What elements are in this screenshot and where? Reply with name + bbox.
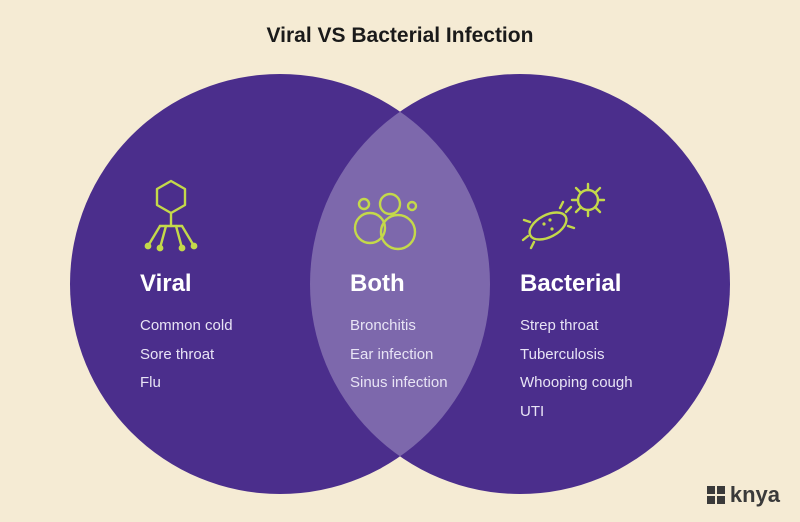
viral-label: Viral bbox=[140, 270, 330, 298]
page-title: Viral VS Bacterial Infection bbox=[0, 24, 800, 48]
bacterial-items: Strep throat Tuberculosis Whooping cough… bbox=[520, 312, 720, 426]
list-item: Whooping cough bbox=[520, 369, 720, 398]
list-item: Ear infection bbox=[350, 341, 490, 370]
venn-section-viral: Viral Common cold Sore throat Flu bbox=[140, 174, 330, 398]
list-item: Bronchitis bbox=[350, 312, 490, 341]
viral-items: Common cold Sore throat Flu bbox=[140, 312, 330, 398]
brand-logo: knya bbox=[707, 482, 780, 508]
list-item: Flu bbox=[140, 369, 330, 398]
list-item: Common cold bbox=[140, 312, 330, 341]
list-item: Sinus infection bbox=[350, 369, 490, 398]
venn-diagram: Viral Common cold Sore throat Flu Both B… bbox=[70, 74, 730, 494]
bacterial-label: Bacterial bbox=[520, 270, 720, 298]
list-item: Sore throat bbox=[140, 341, 330, 370]
venn-section-both: Both Bronchitis Ear infection Sinus infe… bbox=[350, 174, 490, 398]
list-item: Strep throat bbox=[520, 312, 720, 341]
logo-mark-icon bbox=[707, 486, 725, 504]
both-items: Bronchitis Ear infection Sinus infection bbox=[350, 312, 490, 398]
venn-section-bacterial: Bacterial Strep throat Tuberculosis Whoo… bbox=[520, 174, 720, 426]
cells-icon bbox=[350, 188, 422, 252]
both-label: Both bbox=[350, 270, 490, 298]
list-item: Tuberculosis bbox=[520, 341, 720, 370]
bacteria-icon bbox=[520, 182, 610, 252]
virus-phage-icon bbox=[140, 178, 202, 252]
list-item: UTI bbox=[520, 398, 720, 427]
logo-text: knya bbox=[730, 482, 780, 508]
